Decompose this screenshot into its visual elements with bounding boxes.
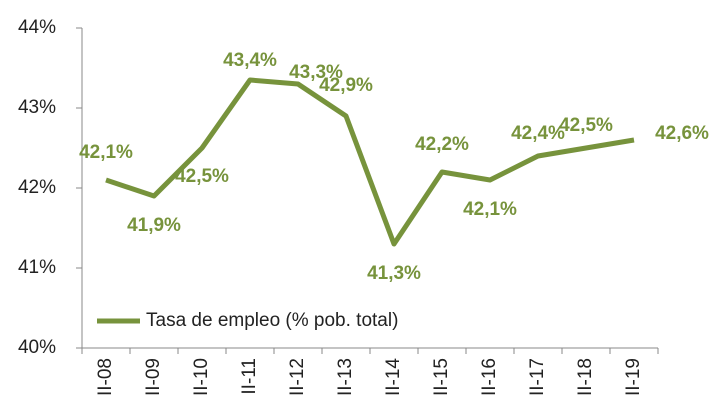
y-tick-label: 41% bbox=[18, 257, 56, 278]
x-tick-label: II-09 bbox=[143, 358, 164, 396]
value-label: 42,1% bbox=[79, 142, 133, 163]
x-tick-label: II-14 bbox=[383, 358, 404, 396]
value-label: 42,9% bbox=[319, 75, 373, 96]
legend-label: Tasa de empleo (% pob. total) bbox=[146, 310, 398, 331]
value-label: 42,5% bbox=[175, 166, 229, 187]
series-line bbox=[105, 77, 635, 247]
value-label: 42,6% bbox=[655, 123, 709, 144]
value-label: 42,5% bbox=[559, 115, 613, 136]
x-tick-label: II-15 bbox=[431, 358, 452, 396]
value-label: 43,3% bbox=[289, 62, 343, 83]
x-tick-label: II-13 bbox=[335, 358, 356, 396]
x-tick-label: II-08 bbox=[95, 358, 116, 396]
x-tick-label: II-16 bbox=[479, 358, 500, 396]
x-tick-label: II-11 bbox=[239, 358, 260, 395]
x-tick-label: II-12 bbox=[287, 358, 308, 396]
x-tick-label: II-19 bbox=[623, 358, 644, 396]
value-label: 41,3% bbox=[367, 263, 421, 284]
x-tick-label: II-17 bbox=[527, 358, 548, 396]
value-label: 42,2% bbox=[415, 134, 469, 155]
y-tick-label: 42% bbox=[18, 177, 56, 198]
value-label: 41,9% bbox=[127, 215, 181, 236]
value-label: 42,4% bbox=[511, 123, 565, 144]
value-label: 43,4% bbox=[223, 50, 277, 71]
x-tick-label: II-10 bbox=[191, 358, 212, 396]
value-label: 42,1% bbox=[463, 199, 517, 220]
y-tick-label: 43% bbox=[18, 97, 56, 118]
y-tick-label: 44% bbox=[18, 17, 56, 38]
x-tick-label: II-18 bbox=[575, 358, 596, 396]
y-tick-label: 40% bbox=[18, 337, 56, 358]
